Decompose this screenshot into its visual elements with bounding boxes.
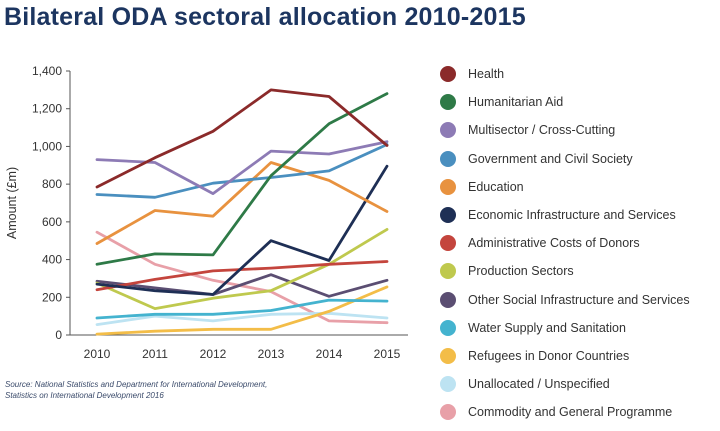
legend-swatch	[440, 178, 456, 195]
legend-label: Production Sectors	[468, 264, 574, 279]
legend-item: Administrative Costs of Donors	[440, 229, 718, 257]
legend-label: Government and Civil Society	[468, 151, 633, 166]
legend-item: Multisector / Cross-Cutting	[440, 116, 718, 144]
series-line	[95, 273, 389, 298]
x-tick-label: 2013	[258, 347, 285, 361]
legend-label: Commodity and General Programme	[468, 405, 673, 420]
legend-item: Economic Infrastructure and Services	[440, 201, 718, 229]
series-line	[95, 92, 389, 266]
y-tick-label: 0	[55, 328, 62, 342]
legend-item: Unallocated / Unspecified	[440, 370, 718, 398]
y-axis-label: Amount (£m)	[5, 167, 19, 239]
source-line: Statistics on International Development …	[5, 391, 164, 400]
series-line	[95, 311, 389, 327]
legend-swatch	[440, 263, 456, 280]
series-line	[95, 227, 389, 311]
series-line	[95, 161, 389, 245]
legend-item: Health	[440, 60, 718, 88]
source-line: Source: National Statistics and Departme…	[5, 380, 268, 389]
series-line	[95, 140, 389, 196]
legend-label: Unallocated / Unspecified	[468, 377, 610, 392]
x-tick-label: 2012	[200, 347, 227, 361]
y-tick-label: 1,000	[32, 139, 62, 153]
legend-item: Other Social Infrastructure and Services	[440, 286, 718, 314]
legend-item: Humanitarian Aid	[440, 88, 718, 116]
y-tick-label: 1,400	[32, 64, 62, 78]
legend-label: Water Supply and Sanitation	[468, 320, 626, 335]
series-line	[95, 143, 389, 199]
y-tick-label: 1,200	[32, 102, 62, 116]
y-tick-label: 400	[42, 253, 62, 267]
series-line	[95, 88, 389, 189]
x-tick-label: 2015	[374, 347, 401, 361]
line-chart: 0 200 400 600 800 1,000 1,200 1,400 2010 2011 2012…	[5, 64, 408, 361]
legend-label: Humanitarian Aid	[468, 95, 564, 110]
legend-item: Commodity and General Programme	[440, 398, 718, 426]
legend-label: Multisector / Cross-Cutting	[468, 123, 616, 138]
x-tick-label: 2011	[142, 347, 168, 361]
series-line	[95, 285, 389, 336]
legend-label: Economic Infrastructure and Services	[468, 208, 676, 223]
series-line	[95, 230, 389, 325]
legend-swatch	[440, 291, 456, 308]
series-line	[95, 164, 389, 296]
chart-legend: Health Humanitarian Aid Multisector / Cros…	[440, 60, 718, 426]
legend-swatch	[440, 235, 456, 252]
legend-label: Health	[468, 67, 505, 82]
legend-swatch	[440, 347, 456, 364]
legend-swatch	[440, 94, 456, 111]
series-line	[95, 298, 389, 320]
legend-label: Administrative Costs of Donors	[468, 236, 640, 251]
legend-swatch	[440, 376, 456, 393]
legend-swatch	[440, 66, 456, 83]
legend-item: Refugees in Donor Countries	[440, 342, 718, 370]
y-tick-label: 800	[42, 177, 62, 191]
y-tick-label: 200	[42, 290, 62, 304]
legend-item: Water Supply and Sanitation	[440, 314, 718, 342]
legend-swatch	[440, 122, 456, 139]
legend-item: Production Sectors	[440, 257, 718, 285]
x-tick-label: 2014	[316, 347, 343, 361]
chart-title: Bilateral ODA sectoral allocation 2010-2…	[4, 3, 526, 31]
legend-swatch	[440, 404, 456, 421]
legend-label: Other Social Infrastructure and Services	[468, 292, 690, 307]
legend-label: Education	[468, 179, 524, 194]
legend-item: Education	[440, 173, 718, 201]
legend-swatch	[440, 207, 456, 224]
source-note: Source: National Statistics and Departme…	[5, 379, 365, 401]
legend-item: Government and Civil Society	[440, 145, 718, 173]
legend-label: Refugees in Donor Countries	[468, 348, 630, 363]
legend-swatch	[440, 319, 456, 336]
legend-swatch	[440, 150, 456, 167]
y-tick-label: 600	[42, 215, 62, 229]
x-tick-label: 2010	[84, 347, 111, 361]
